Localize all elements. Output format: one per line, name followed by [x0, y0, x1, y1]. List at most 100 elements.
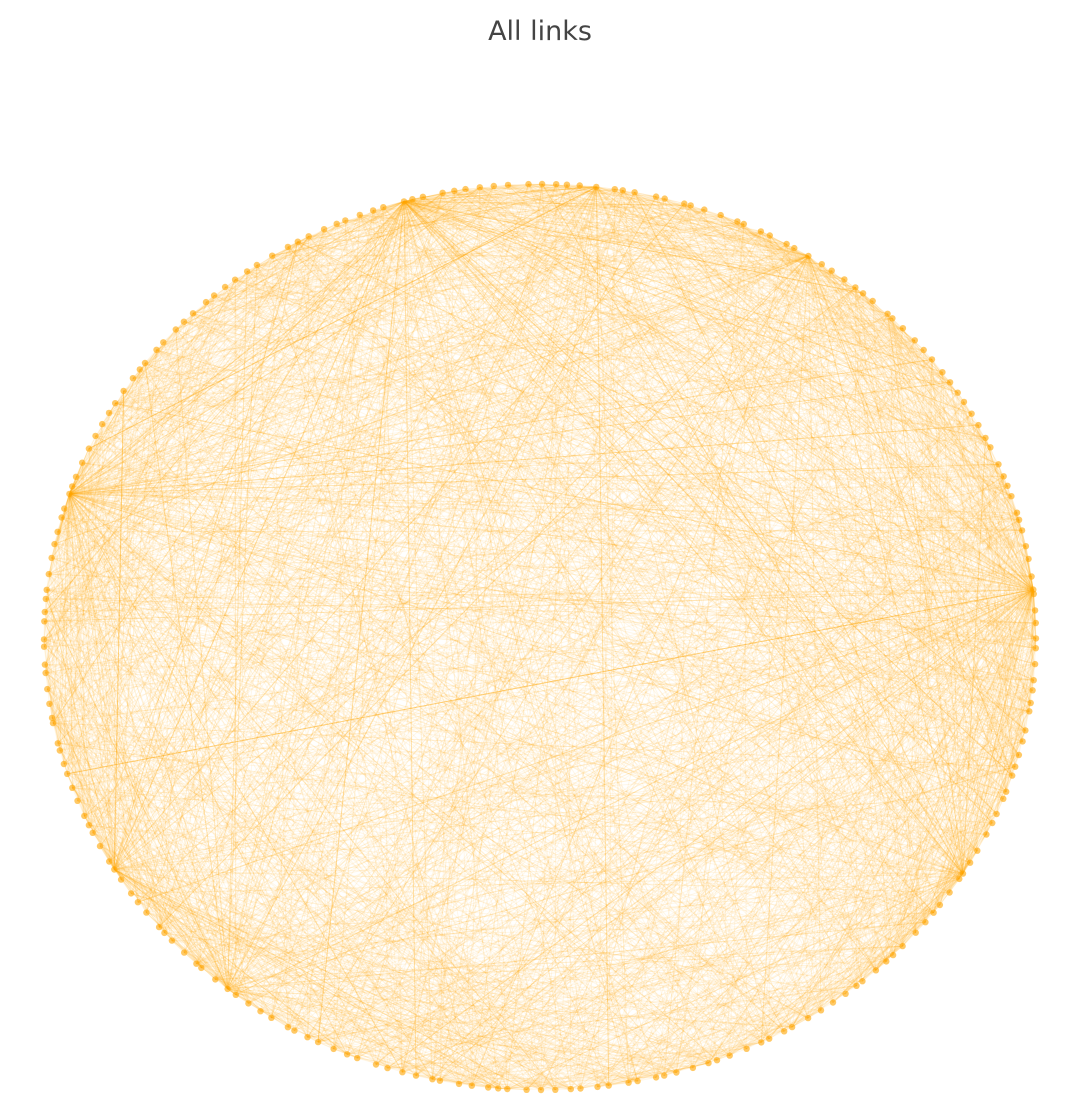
edge: [54, 369, 141, 545]
edge: [655, 196, 877, 971]
edge: [51, 557, 272, 1019]
edge: [307, 589, 1034, 1038]
edge: [528, 183, 1029, 560]
edge: [156, 349, 1037, 639]
edge: [99, 845, 609, 1087]
edge: [317, 279, 845, 1043]
edge: [146, 912, 793, 1028]
edge: [655, 196, 998, 815]
edge: [347, 985, 857, 1055]
edge: [403, 200, 809, 257]
edge: [422, 196, 1012, 497]
edge: [46, 688, 249, 1004]
node: [842, 990, 849, 997]
edge: [375, 192, 636, 1065]
edge: [88, 231, 762, 826]
edge: [84, 815, 542, 1091]
edge: [845, 741, 1024, 995]
edge: [528, 183, 845, 280]
edge: [720, 214, 993, 824]
node: [143, 909, 150, 916]
edge: [171, 940, 272, 1019]
edge: [637, 424, 979, 1082]
edge: [75, 358, 933, 478]
node: [284, 243, 292, 251]
edge: [415, 340, 916, 1076]
edge: [139, 369, 173, 941]
edge: [121, 879, 834, 1003]
edge: [48, 235, 310, 575]
edge: [44, 270, 832, 666]
node: [652, 193, 660, 200]
edge: [344, 220, 581, 1089]
edge: [487, 401, 965, 1088]
edge: [487, 401, 965, 1088]
edge: [71, 231, 762, 789]
edge: [164, 932, 785, 1032]
edge: [235, 994, 793, 1028]
edge: [403, 201, 978, 852]
edge: [614, 189, 822, 1011]
edge: [81, 462, 964, 875]
edge: [44, 611, 473, 1087]
edge: [137, 901, 863, 982]
edge: [528, 183, 857, 986]
node: [112, 400, 119, 407]
edge: [372, 210, 877, 971]
edge: [45, 672, 1033, 691]
edge: [287, 246, 1013, 777]
edge: [465, 188, 1012, 497]
node: [45, 570, 52, 578]
edge: [892, 425, 979, 956]
edge: [526, 558, 1029, 1091]
edge: [69, 358, 933, 495]
edge: [372, 210, 403, 1073]
edge: [45, 672, 629, 1084]
edge: [720, 215, 847, 994]
edge: [346, 209, 705, 1055]
edge: [403, 191, 635, 202]
edge: [989, 447, 1013, 776]
edge: [183, 271, 248, 953]
edge: [471, 247, 795, 1086]
edge: [333, 1048, 499, 1089]
edge: [318, 921, 926, 1043]
edge: [192, 198, 413, 314]
edge: [875, 663, 1036, 971]
edge: [214, 287, 856, 980]
edge: [597, 519, 1020, 1088]
edge: [146, 740, 1023, 914]
edge: [996, 663, 1036, 815]
edge: [458, 904, 941, 1085]
edge: [793, 248, 863, 982]
edge: [192, 312, 887, 962]
edge: [51, 717, 388, 1069]
edge: [439, 1041, 762, 1082]
edge: [247, 270, 924, 351]
edge: [458, 1072, 677, 1085]
node: [41, 661, 49, 668]
node: [210, 292, 218, 299]
edge: [458, 954, 894, 1085]
edge: [43, 236, 310, 647]
edge: [120, 879, 508, 1090]
edge: [465, 188, 888, 315]
edge: [46, 688, 202, 969]
edge: [507, 1041, 762, 1090]
edge: [61, 517, 903, 947]
node: [79, 459, 86, 466]
edge: [234, 279, 237, 995]
edge: [622, 190, 978, 851]
node: [54, 528, 61, 535]
node: [993, 810, 1000, 818]
edge: [676, 921, 926, 1073]
edge: [44, 664, 572, 1090]
edge: [48, 183, 557, 575]
edge: [458, 558, 1029, 1085]
edge: [497, 235, 771, 1089]
edge: [72, 622, 1036, 789]
edge: [831, 270, 951, 383]
edge: [287, 263, 823, 1028]
edge: [287, 512, 1018, 1028]
node: [987, 444, 994, 451]
